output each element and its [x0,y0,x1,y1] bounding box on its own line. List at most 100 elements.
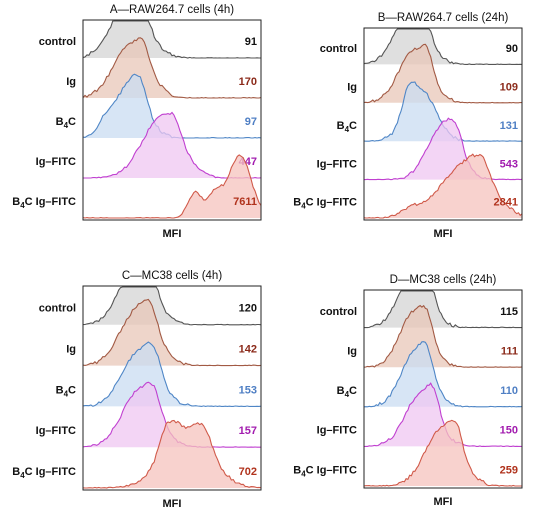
row-label-sub: 4 [301,469,306,478]
mfi-value: 150 [500,425,518,437]
row-label-text: B [293,464,301,476]
x-axis-label: MFI [163,498,182,510]
mfi-value: 702 [239,466,257,478]
row-label-text: Ig [66,76,76,88]
histogram-fill [83,382,261,448]
row-label-text: control [320,306,357,318]
histogram-fill [364,82,522,142]
panel-frame [82,285,262,491]
histogram-line [363,43,523,104]
histogram-line [82,37,262,99]
mfi-value: 142 [239,344,257,356]
row-label: Ig [347,346,357,358]
row-label-text: control [39,303,76,315]
row-label: B4C [56,384,76,398]
x-axis-label: MFI [434,228,453,240]
histogram-fill [364,29,522,65]
mfi-value: 131 [500,120,518,132]
mfi-value: 7611 [233,196,257,208]
histogram-line [82,298,262,367]
mfi-value: 110 [500,385,518,397]
x-axis-label: MFI [434,496,453,508]
histogram-fill [364,154,522,218]
row-label-sub: 4 [301,202,306,211]
histogram-line [82,154,262,219]
histogram-fill [364,383,522,447]
histogram-fill [83,154,261,218]
panel-frame [363,27,523,221]
row-label: B4C [337,385,357,399]
x-axis-label: MFI [163,228,182,240]
panel-title: D—MC38 cells (24h) [390,274,497,286]
mfi-value: 91 [245,36,257,48]
histogram-fill [364,420,522,486]
row-label-sub: 4 [345,125,350,134]
mfi-value: 115 [500,306,518,318]
row-label: control [39,36,76,48]
mfi-value: 259 [500,464,518,476]
histogram-line [363,304,523,368]
row-label-sub: 4 [20,201,25,210]
row-label-sub: 4 [64,121,69,130]
row-label: B4C Ig–FITC [12,196,76,210]
row-label-suffix: C Ig–FITC [306,197,357,209]
row-label-text: B [56,116,64,128]
row-label-text: Ig–FITC [36,425,76,437]
row-label-text: Ig–FITC [36,156,76,168]
panel-frame [363,289,523,489]
histogram-fill [83,342,261,407]
mfi-value: 111 [501,346,518,358]
histogram-fill [83,287,261,325]
mfi-value: 109 [500,82,518,94]
row-label-suffix: C Ig–FITC [25,196,76,208]
row-label: Ig–FITC [317,158,357,170]
histogram-fill [83,420,261,488]
mfi-value: 120 [239,303,257,315]
mfi-value: 153 [239,384,257,396]
histogram-line [364,290,522,329]
row-label-suffix: C [349,385,357,397]
row-label: Ig [66,76,76,88]
panel-frame [82,19,262,221]
row-label-sub: 4 [20,471,25,480]
histogram-line [363,28,523,65]
histogram-fill [364,341,522,407]
histogram-fill [83,74,261,138]
row-label-text: B [337,385,345,397]
row-label-text: B [337,120,345,132]
histogram-line [82,419,262,489]
row-label-text: Ig–FITC [317,425,357,437]
row-label: B4C Ig–FITC [12,466,76,480]
row-label-text: Ig [347,346,357,358]
row-label: Ig–FITC [36,425,76,437]
panel-title: A—RAW264.7 cells (4h) [110,4,234,16]
histogram-line [82,286,262,326]
row-label-text: Ig [66,344,76,356]
row-label: control [320,306,357,318]
row-label-text: B [12,196,20,208]
histogram-line [364,382,522,447]
row-label-text: control [39,36,76,48]
row-label-suffix: C [68,116,76,128]
mfi-value: 543 [500,158,518,170]
row-label: Ig–FITC [317,425,357,437]
row-label-text: control [320,43,357,55]
row-label-text: B [12,466,20,478]
row-label-suffix: C [68,384,76,396]
histogram-fill [364,291,522,328]
histogram-line [363,419,522,487]
mfi-value: 170 [239,76,257,88]
panel-title: B—RAW264.7 cells (24h) [378,12,509,24]
row-label-text: B [293,197,301,209]
histogram-fill [364,118,522,180]
row-label-text: Ig–FITC [317,158,357,170]
row-label: Ig [66,344,76,356]
histogram-fill [83,21,261,58]
row-label: B4C [56,116,76,130]
row-label: Ig–FITC [36,156,76,168]
histogram-line [363,153,523,219]
row-label-sub: 4 [64,389,69,398]
